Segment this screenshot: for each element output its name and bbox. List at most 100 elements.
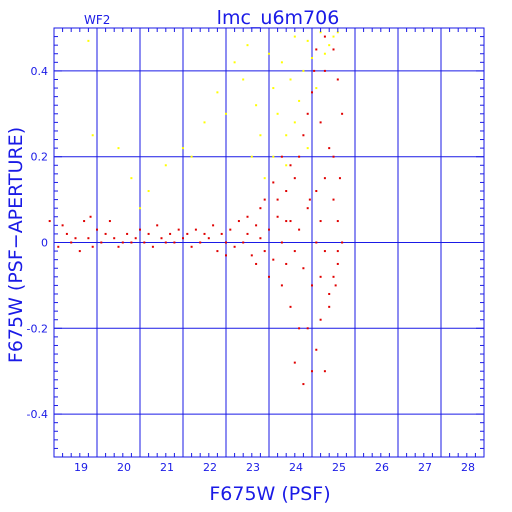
data-point [332,155,335,158]
data-point [285,164,288,167]
data-point [280,61,283,64]
data-point [302,69,305,72]
data-point [323,370,326,373]
data-point [319,318,322,321]
data-point [199,241,202,244]
data-point [285,190,288,193]
data-point [338,177,341,180]
data-point [194,228,197,231]
data-point [246,232,249,235]
data-point [229,228,232,231]
data-point [91,245,94,248]
chart-title: lmc_u6m706 [217,7,340,29]
data-point [242,241,245,244]
data-point [108,220,111,223]
data-point [259,134,262,137]
data-point [293,35,296,38]
data-point [186,232,189,235]
data-point [311,370,313,373]
data-point [48,220,51,223]
x-tick-label: 28 [461,461,475,474]
data-point [160,237,163,240]
data-point [332,35,335,38]
data-point [332,48,335,51]
x-tick-label: 19 [74,461,88,474]
data-point [164,164,167,167]
data-point [164,241,167,244]
data-point [87,39,90,42]
data-point [332,275,335,278]
data-point [250,155,253,158]
data-point [293,361,296,364]
data-point [285,262,288,265]
x-tick-label: 20 [117,461,131,474]
data-point [147,190,150,193]
data-point [177,228,180,231]
data-point [233,61,236,64]
x-axis-title: F675W (PSF) [209,483,330,505]
y-tick-label: 0.2 [31,151,49,164]
data-point [117,245,120,248]
data-point [203,232,206,235]
data-point [276,112,279,115]
data-point [74,237,77,240]
data-point [306,207,309,210]
x-tick-label: 23 [246,461,260,474]
data-point [332,198,335,201]
data-point [311,284,313,287]
data-point [276,198,279,201]
x-tick-label: 27 [418,461,432,474]
data-point [100,241,103,244]
data-point [315,48,318,51]
data-point [298,228,301,231]
data-point [233,245,236,248]
data-point [280,241,283,244]
data-point [173,241,176,244]
data-point [89,215,92,218]
y-tick-label: 0.4 [31,65,49,78]
data-point [319,31,322,34]
data-point [328,292,331,295]
data-point [289,305,292,308]
data-point [293,177,296,180]
data-point [319,220,322,223]
data-point [289,78,292,81]
data-point [139,228,141,231]
x-tick-label: 26 [375,461,389,474]
data-point [255,224,258,227]
data-point [126,232,129,235]
data-point [212,224,215,227]
data-point [268,228,270,231]
data-point [298,327,301,330]
data-point [130,177,133,180]
data-point [65,232,68,235]
data-point [272,87,275,90]
data-point [311,91,313,94]
data-point [272,155,275,158]
data-point [250,254,253,257]
data-point [334,284,337,287]
data-point [336,220,339,223]
data-point [268,275,270,278]
data-point [323,69,326,72]
data-point [61,224,64,227]
data-point [190,245,193,248]
data-point [328,305,331,308]
data-point [293,250,296,253]
data-point [289,164,292,167]
data-point [237,220,240,223]
data-point [207,237,210,240]
data-point [323,250,326,253]
data-point [255,104,258,107]
chip-label: WF2 [84,13,110,27]
data-point [341,241,344,244]
data-point [313,69,316,72]
data-point [323,35,326,38]
data-point [336,250,339,253]
data-point [306,147,309,150]
data-point [341,112,344,115]
x-tick-label: 21 [160,461,174,474]
data-point [268,52,270,55]
data-point [315,190,318,193]
